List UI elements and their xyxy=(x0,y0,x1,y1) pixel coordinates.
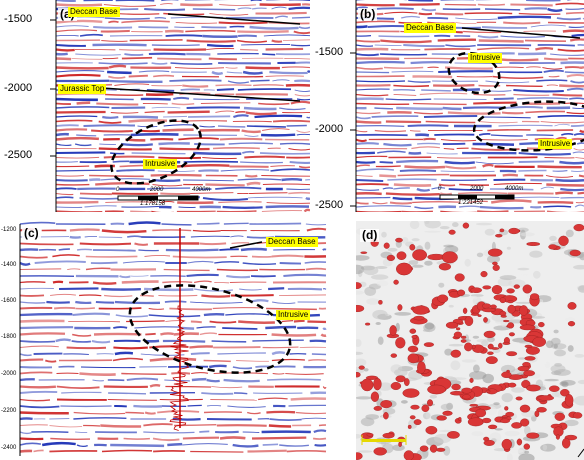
deccan-base-label-b: Deccan Base xyxy=(404,23,456,33)
y-tick-c-2400: -2400 xyxy=(1,445,17,451)
intrusive-outline-a xyxy=(110,119,202,185)
intrusive-label-a: Intrusive xyxy=(143,159,178,169)
well-log-trace xyxy=(169,305,189,431)
deccan-base-pointer-a xyxy=(167,13,301,25)
scale-mid-b: 2000 xyxy=(470,186,484,192)
deccan-base-pointer-c xyxy=(229,241,263,249)
deccan-base-label-c: Deccan Base xyxy=(266,237,318,247)
y-tick-c-1800: -1800 xyxy=(1,334,17,340)
panel-c: -1200 -1400 -1600 -1800 -2000 -2200 -240… xyxy=(0,216,346,460)
scale-mid-a: 2000 xyxy=(150,187,164,193)
y-tick-b-2000: -2000 xyxy=(315,123,344,135)
scale-end-b: 4000m xyxy=(505,186,524,192)
red-amplitude-anomalies xyxy=(356,222,584,460)
north-arrow xyxy=(577,448,584,458)
y-tick-c-2000: -2000 xyxy=(1,371,17,377)
y-tick-a-2500: -2500 xyxy=(4,149,33,161)
scale-ratio-b: 1:221452 xyxy=(458,200,484,206)
y-tick-a-2000: -2000 xyxy=(4,82,33,94)
panel-d: (d) xyxy=(356,221,584,460)
panel-a: -1500 -2000 -2500 (a) Deccan Base Jurass… xyxy=(0,0,310,212)
deccan-base-pointer-b xyxy=(461,27,581,39)
intrusive-label-b-lower: Intrusive xyxy=(538,139,573,149)
intrusive-outline-b-lower xyxy=(472,100,584,152)
y-tick-a-1500: -1500 xyxy=(4,13,33,25)
panel-label-b: (b) xyxy=(358,7,378,21)
panel-label-c: (c) xyxy=(22,226,41,240)
scale-ratio-a: 1:178158 xyxy=(140,201,166,207)
scale-end-a: 4000m xyxy=(192,187,211,193)
seismic-section-c xyxy=(19,221,327,456)
amplitude-map-d xyxy=(356,221,584,460)
deccan-base-label-a: Deccan Base xyxy=(68,7,120,17)
seismic-section-a xyxy=(50,0,310,212)
y-tick-c-2200: -2200 xyxy=(1,408,17,414)
scale-zero-b: 0 xyxy=(438,186,442,192)
seismic-section-b xyxy=(350,0,584,212)
y-tick-c-1400: -1400 xyxy=(1,262,17,268)
intrusive-label-c: Intrusive xyxy=(276,310,311,320)
y-tick-b-1500: -1500 xyxy=(315,46,344,58)
y-tick-c-1600: -1600 xyxy=(1,298,17,304)
y-tick-c-1200: -1200 xyxy=(1,227,17,233)
jurassic-top-pointer-a xyxy=(101,87,301,102)
seismic-reflectors-b xyxy=(355,0,584,212)
seismic-reflectors-c xyxy=(19,221,327,453)
scale-bar-d xyxy=(362,439,406,442)
jurassic-top-label-a: Jurassic Top xyxy=(58,84,107,94)
scale-zero-a: 0 xyxy=(116,187,120,193)
panel-label-d: (d) xyxy=(360,228,380,242)
y-tick-b-2500: -2500 xyxy=(315,199,344,211)
seismic-reflectors-a xyxy=(55,0,310,212)
intrusive-label-b-upper: Intrusive xyxy=(468,53,503,63)
panel-b: -1500 -2000 -2500 (b) Deccan Base Intrus… xyxy=(312,0,584,212)
intrusive-outline-b-upper xyxy=(447,51,501,95)
